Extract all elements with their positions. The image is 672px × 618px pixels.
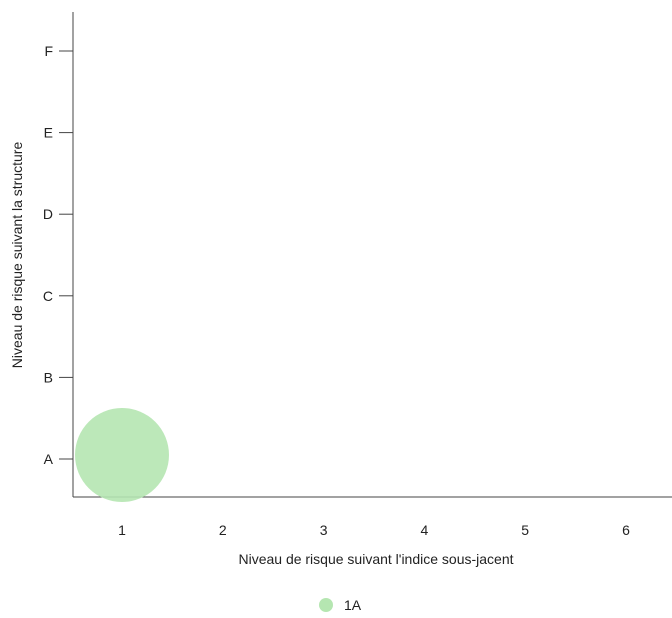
x-tick-label: 6 <box>622 522 630 538</box>
y-tick-label: A <box>44 451 54 467</box>
y-tick-label: E <box>44 125 53 141</box>
legend-marker <box>319 598 333 612</box>
y-tick-label: F <box>44 43 53 59</box>
y-axis-title: Niveau de risque suivant la structure <box>9 142 25 369</box>
legend-label: 1A <box>344 597 362 613</box>
x-tick-label: 3 <box>320 522 328 538</box>
bubble-point <box>75 408 169 502</box>
x-tick-label: 2 <box>219 522 227 538</box>
x-axis-title: Niveau de risque suivant l'indice sous-j… <box>238 551 513 567</box>
x-tick-label: 1 <box>118 522 126 538</box>
y-tick-label: D <box>43 206 53 222</box>
x-tick-label: 5 <box>521 522 529 538</box>
x-tick-label: 4 <box>421 522 429 538</box>
y-tick-label: B <box>44 369 53 385</box>
y-tick-label: C <box>43 288 53 304</box>
